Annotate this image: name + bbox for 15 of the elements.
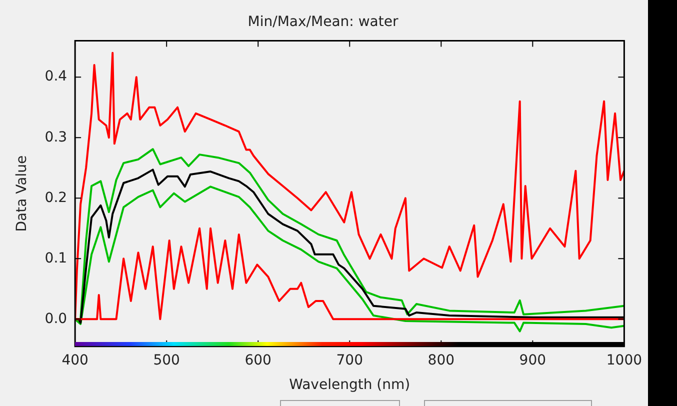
y-tick-label: 0.3: [44, 129, 68, 146]
x-tick-label: 1000: [606, 352, 642, 368]
x-tick-label: 900: [519, 352, 546, 368]
x-tick-label: 700: [336, 352, 363, 368]
x-tick-label: 500: [153, 352, 180, 368]
y-axis-title: Data Value: [14, 155, 30, 232]
x-tick-label: 400: [62, 352, 88, 368]
y-tick-label: 0.0: [44, 310, 68, 327]
x-axis-title: Wavelength (nm): [289, 377, 410, 394]
x-tick-label: 800: [428, 352, 455, 368]
y-tick-label: 0.2: [44, 190, 68, 206]
x-tick-label: 600: [244, 352, 272, 368]
y-tick-label: 0.4: [44, 68, 68, 85]
y-tick-label: 0.1: [44, 250, 68, 266]
chart-title: Min/Max/Mean: water: [248, 14, 398, 30]
